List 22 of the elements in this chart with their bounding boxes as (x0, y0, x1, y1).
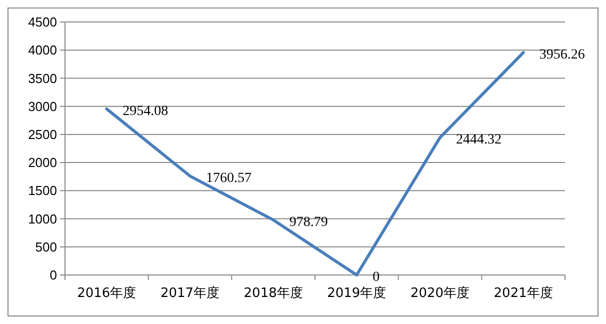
y-tick-label: 3500 (28, 70, 57, 86)
x-tick-label: 2021年度 (494, 285, 553, 301)
x-tick-label: 2016年度 (77, 285, 136, 301)
y-tick-label: 1500 (28, 183, 57, 198)
y-tick-label: 2500 (28, 126, 57, 142)
data-label: 1760.57 (206, 171, 252, 186)
y-tick-label: 0 (50, 268, 57, 283)
y-tick-label: 1000 (28, 211, 57, 226)
x-tick-label: 2017年度 (160, 285, 220, 301)
data-label: 2954.08 (122, 104, 168, 119)
data-label: 2444.32 (456, 132, 502, 148)
y-tick-label: 500 (35, 239, 57, 254)
y-tick-label: 4500 (28, 14, 57, 30)
y-tick-label: 3000 (28, 98, 57, 114)
x-tick-label: 2019年度 (327, 285, 386, 301)
data-label: 3956.26 (539, 48, 585, 63)
x-tick-label: 2020年度 (410, 285, 470, 301)
x-tick-label: 2018年度 (244, 285, 303, 301)
y-tick-label: 2000 (28, 155, 57, 170)
data-label: 978.79 (289, 214, 328, 230)
y-tick-label: 4000 (28, 42, 57, 58)
data-label: 0 (372, 270, 380, 285)
